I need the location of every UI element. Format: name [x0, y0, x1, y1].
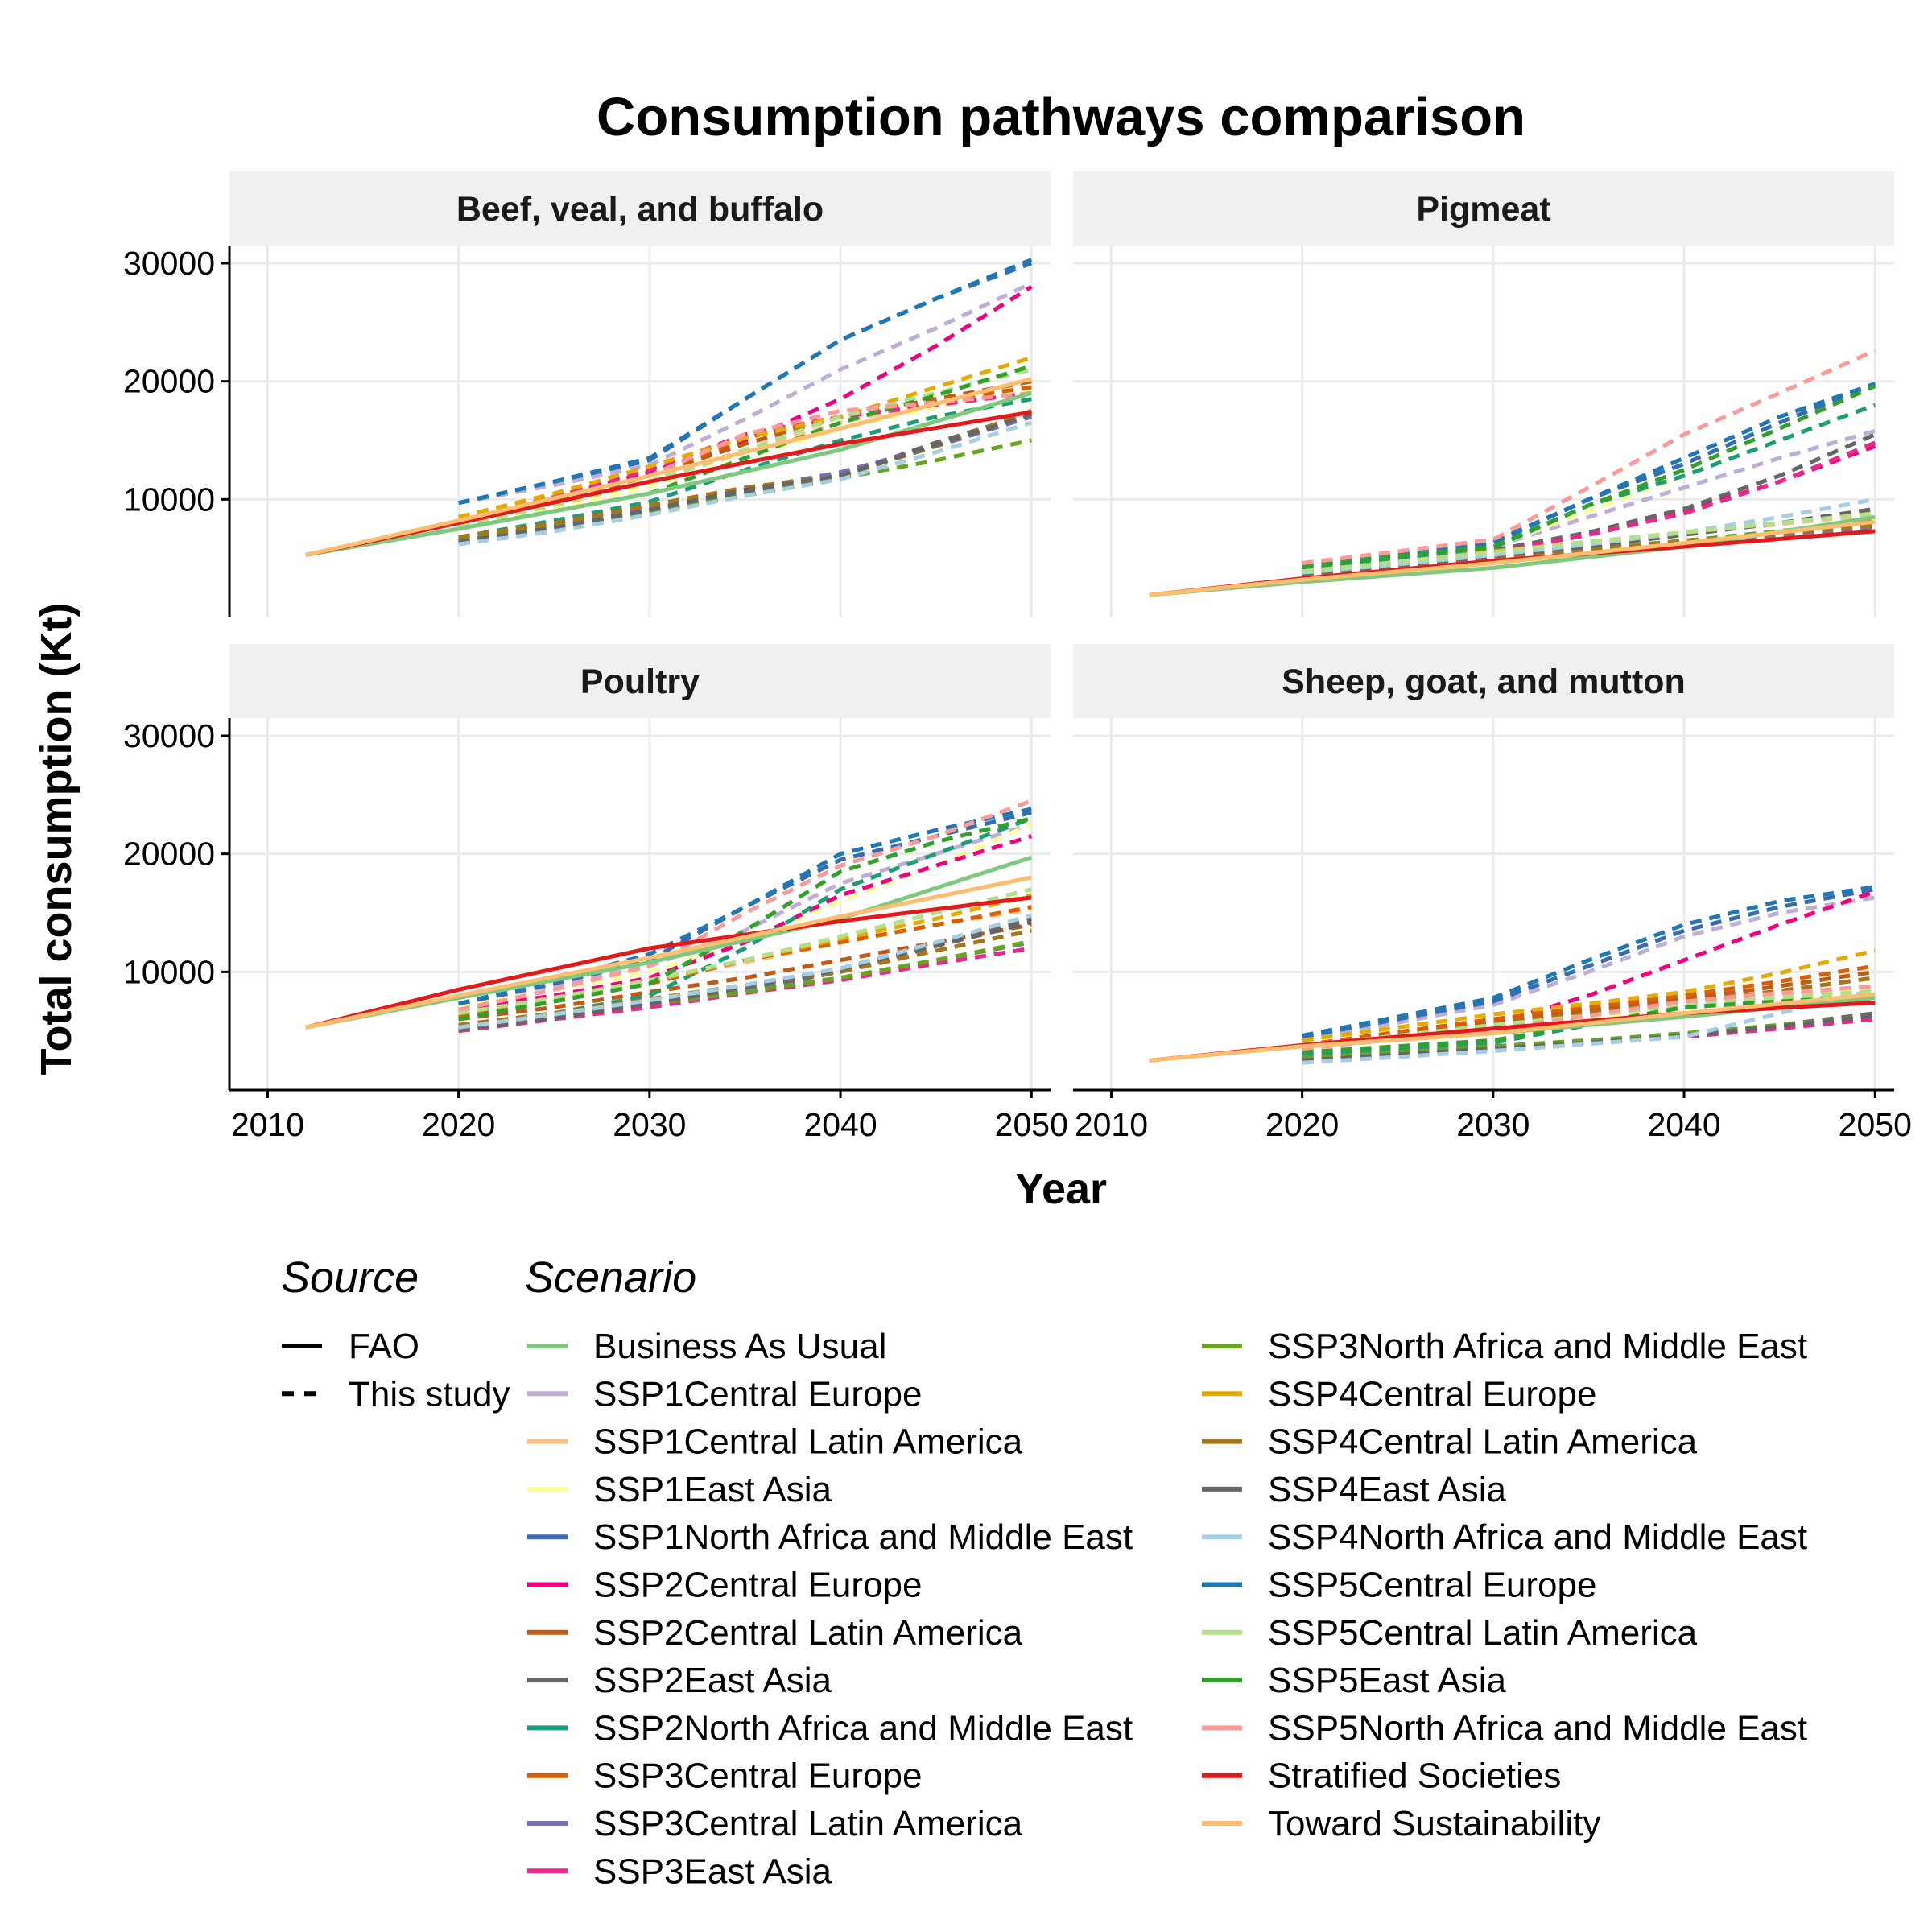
legend-label-scenario: SSP1East Asia	[593, 1470, 832, 1509]
y-tick-label: 20000	[123, 363, 215, 400]
facet-panel: Pigmeat	[1073, 171, 1894, 617]
y-tick-label: 10000	[123, 481, 215, 518]
y-tick-label: 30000	[123, 245, 215, 282]
series-line	[305, 390, 1033, 557]
x-tick-label: 2010	[231, 1106, 304, 1143]
y-axis-title: Total consumption (Kt)	[32, 603, 80, 1075]
x-tick-label: 2040	[1647, 1106, 1720, 1143]
facet-strip-label: Sheep, goat, and mutton	[1282, 663, 1686, 701]
legend-label-scenario: SSP2North Africa and Middle East	[593, 1708, 1133, 1748]
legend-label-scenario: SSP2Central Latin America	[593, 1613, 1023, 1653]
series-line	[458, 928, 1032, 1027]
series-line	[1149, 992, 1876, 1063]
series-line	[1302, 440, 1876, 575]
facet-strip-label: Poultry	[580, 663, 700, 701]
x-tick-label: 2050	[995, 1106, 1068, 1143]
legend-label-source: This study	[349, 1374, 510, 1414]
legend-label-scenario: SSP3Central Europe	[593, 1757, 922, 1796]
legend-label-scenario: SSP3North Africa and Middle East	[1268, 1327, 1807, 1366]
series-line	[1302, 890, 1876, 1047]
y-tick-label: 20000	[123, 836, 215, 873]
facet-strip-label: Pigmeat	[1416, 190, 1550, 229]
series-line	[305, 895, 1032, 1030]
legend-label-scenario: SSP4East Asia	[1268, 1470, 1506, 1509]
x-tick-label: 2050	[1839, 1106, 1912, 1143]
series-line	[1302, 384, 1876, 569]
legend-label-scenario: SSP5East Asia	[1268, 1661, 1506, 1700]
legend-label-scenario: SSP1North Africa and Middle East	[593, 1517, 1133, 1557]
legend-label-source: FAO	[349, 1327, 419, 1366]
series-line	[1302, 382, 1876, 567]
series-line	[458, 355, 1033, 519]
series-line	[458, 822, 1033, 1007]
legend-title-scenario: Scenario	[525, 1253, 696, 1302]
x-tick-label: 2030	[613, 1106, 686, 1143]
series-line	[458, 799, 1033, 1012]
series-line	[458, 411, 1033, 546]
facet-strip	[229, 644, 1051, 718]
series-line	[305, 377, 1032, 557]
facet-strip	[1073, 171, 1894, 246]
series-line	[1302, 432, 1876, 574]
facet-panels: Beef, veal, and buffalo 10000 20000 30000 Pi…	[123, 171, 1912, 1143]
series-line	[1302, 402, 1876, 570]
series-line	[458, 913, 1032, 1030]
series-line	[1302, 887, 1876, 1039]
x-axis-title: Year	[1015, 1165, 1107, 1213]
legend-label-scenario: Stratified Societies	[1268, 1757, 1561, 1796]
series-line	[458, 916, 1032, 1032]
facet-strip-label: Beef, veal, and buffalo	[456, 190, 824, 229]
legend-label-scenario: SSP2East Asia	[593, 1661, 832, 1700]
facet-panel: Beef, veal, and buffalo 10000 20000 30000	[123, 171, 1051, 617]
series-line	[1302, 885, 1876, 1038]
series-line	[458, 816, 1033, 1027]
series-line	[458, 258, 1033, 506]
x-tick-label: 2010	[1075, 1106, 1148, 1143]
facet-strip	[229, 171, 1051, 246]
series-line	[458, 816, 1032, 1022]
legend-label-scenario: SSP3Central Latin America	[593, 1804, 1023, 1843]
x-tick-label: 2030	[1456, 1106, 1530, 1143]
y-tick-label: 30000	[123, 717, 215, 754]
facet-strip	[1073, 644, 1894, 718]
legend-label-scenario: SSP2Central Europe	[593, 1566, 922, 1605]
series-line	[458, 887, 1032, 1016]
legend-label-scenario: SSP5Central Latin America	[1268, 1613, 1698, 1653]
legend-label-scenario: SSP5North Africa and Middle East	[1268, 1708, 1807, 1748]
x-tick-label: 2020	[1265, 1106, 1339, 1143]
legend-label-scenario: SSP3East Asia	[593, 1852, 832, 1891]
legend-label-scenario: Business As Usual	[593, 1327, 886, 1366]
legend-label-scenario: SSP4Central Europe	[1268, 1374, 1596, 1414]
legend-label-scenario: SSP1Central Europe	[593, 1374, 922, 1414]
y-tick-label: 10000	[123, 953, 215, 990]
series-line	[305, 875, 1032, 1030]
legend: Source FAO This study Scenario Business As U…	[281, 1253, 1807, 1891]
series-line	[458, 367, 1032, 528]
series-line	[458, 412, 1033, 544]
x-tick-label: 2020	[422, 1106, 495, 1143]
series-line	[1149, 519, 1876, 597]
legend-label-scenario: SSP4Central Latin America	[1268, 1422, 1698, 1462]
legend-label-scenario: SSP5Central Europe	[1268, 1566, 1596, 1605]
facet-panel: Poultry 10000 20000 30000 2010 2020 2030 2040 20…	[123, 644, 1068, 1143]
series-line	[458, 281, 1033, 506]
legend-label-scenario: Toward Sustainability	[1268, 1804, 1600, 1843]
facet-panel: Sheep, goat, and mutton 2010 2020 2030 2040 2…	[1073, 644, 1912, 1143]
legend-title-source: Source	[281, 1253, 419, 1302]
legend-label-scenario: SSP1Central Latin America	[593, 1422, 1023, 1462]
series-line	[1302, 895, 1876, 1042]
legend-label-scenario: SSP4North Africa and Middle East	[1268, 1517, 1807, 1557]
series-line	[458, 420, 1033, 547]
chart-title: Consumption pathways comparison	[597, 87, 1525, 147]
x-tick-label: 2040	[803, 1106, 877, 1143]
series-line	[1302, 428, 1876, 572]
